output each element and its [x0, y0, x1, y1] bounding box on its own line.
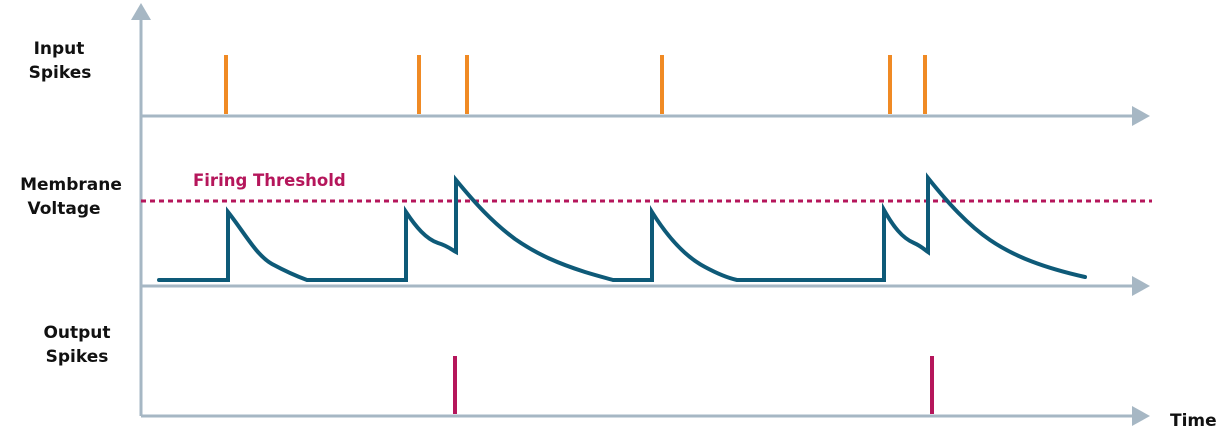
- membrane-voltage-label-line2: Voltage: [27, 199, 100, 219]
- vertical-axis-arrow-icon: [131, 3, 151, 20]
- input-axis-arrow-icon: [1132, 106, 1150, 126]
- membrane-voltage-trace: [157, 172, 1087, 282]
- time-axis-arrow-icon: [1132, 406, 1150, 426]
- input-spikes-label-line2: Spikes: [29, 63, 92, 83]
- input-spikes-label-line1: Input: [34, 39, 85, 59]
- output-spikes-label-line1: Output: [43, 323, 110, 343]
- membrane-axis-arrow-icon: [1132, 276, 1150, 296]
- output-spikes-label-line2: Spikes: [46, 347, 109, 367]
- firing-threshold-label: Firing Threshold: [193, 171, 346, 190]
- time-label: Time: [1170, 411, 1217, 431]
- input-spikes-group: [224, 55, 927, 114]
- membrane-voltage-label-line1: Membrane: [20, 175, 122, 195]
- output-spikes-group: [453, 356, 934, 414]
